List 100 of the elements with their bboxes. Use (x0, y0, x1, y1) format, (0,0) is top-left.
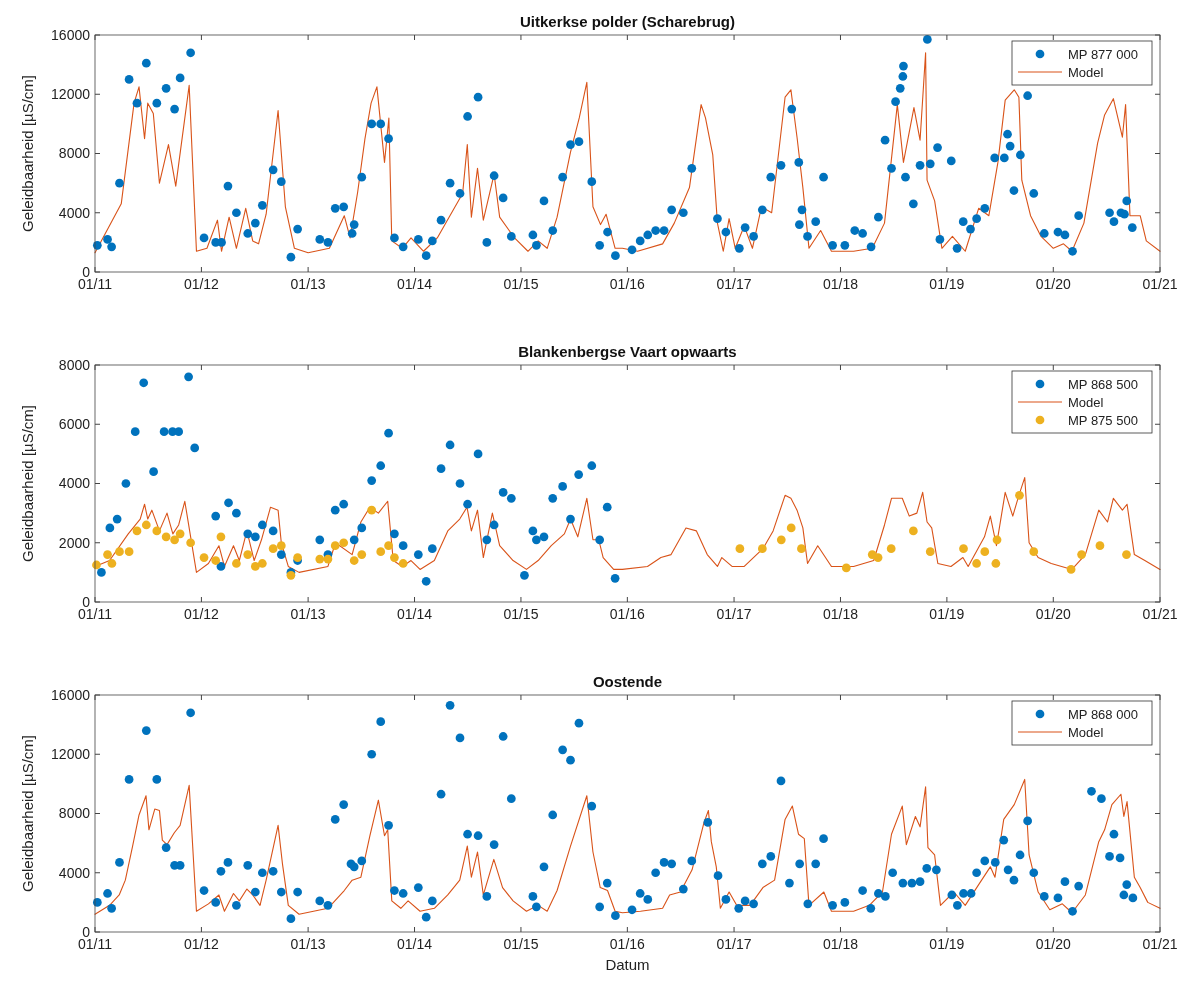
point (463, 499, 472, 509)
legend-label: Model (1068, 724, 1104, 740)
x-tick-label: 01/14 (397, 606, 433, 622)
point (610, 573, 620, 583)
point (357, 550, 367, 559)
y-tick-label: 8000 (58, 805, 91, 822)
point (121, 479, 131, 488)
x-tick-label: 01/15 (503, 606, 539, 622)
x-tick-label: 01/20 (1035, 606, 1072, 622)
point (330, 505, 340, 515)
point (174, 427, 184, 437)
point (132, 526, 142, 536)
y-tick-label: 12000 (51, 746, 91, 763)
x-tick-label: 01/16 (609, 936, 646, 952)
point (276, 541, 286, 551)
point (315, 554, 325, 564)
point (539, 532, 549, 542)
point (268, 526, 278, 536)
legend-label: MP 868 000 (1068, 706, 1138, 722)
point (528, 526, 538, 536)
y-tick-label: 16000 (51, 26, 91, 43)
point (520, 570, 529, 580)
y-tick-label: 8000 (58, 356, 91, 373)
point (141, 520, 151, 530)
point (595, 535, 605, 545)
x-tick-label: 01/21 (1142, 606, 1178, 622)
point (257, 559, 267, 568)
point (574, 470, 584, 479)
x-tick-label: 01/16 (609, 276, 646, 292)
point (152, 526, 162, 536)
point (124, 547, 134, 556)
x-tick-label: 01/13 (290, 606, 326, 622)
point (384, 541, 393, 551)
point (232, 559, 241, 568)
x-tick-label: 01/19 (929, 606, 965, 622)
x-tick-label: 01/19 (929, 936, 965, 952)
legend-label: Model (1068, 64, 1104, 80)
x-tick-label: 01/15 (503, 276, 539, 292)
point (1077, 550, 1086, 559)
x-tick-label: 01/16 (609, 606, 646, 622)
point (421, 576, 431, 586)
y-axis-title: Geleidbaarheid [µS/cm] (19, 404, 36, 563)
x-tick-label: 01/17 (716, 936, 752, 952)
point (315, 535, 325, 545)
point (959, 544, 968, 554)
point (211, 556, 221, 565)
point (357, 523, 367, 533)
point (199, 553, 209, 562)
point (506, 493, 516, 503)
x-tick-label: 01/21 (1142, 936, 1178, 952)
y-tick-label: 4000 (58, 864, 91, 881)
point (211, 511, 221, 521)
point (498, 488, 508, 497)
point (489, 520, 499, 530)
point (925, 547, 935, 556)
point (161, 532, 171, 542)
point (115, 547, 124, 556)
point (384, 428, 393, 438)
point (139, 378, 149, 388)
chart-title: Uitkerkse polder (Scharebrug) (519, 13, 736, 30)
y-tick-label: 2000 (58, 534, 91, 551)
point (250, 532, 260, 542)
point (149, 467, 158, 477)
point (216, 532, 226, 542)
y-axis-title: Geleidbaarheid [µS/cm] (19, 74, 36, 233)
y-tick-label: 8000 (58, 145, 91, 162)
point (232, 508, 241, 518)
point (97, 568, 106, 577)
point (1122, 550, 1131, 559)
point (1095, 541, 1105, 551)
point (105, 523, 115, 533)
point (250, 562, 260, 571)
point (268, 544, 278, 554)
point (786, 523, 796, 533)
point (548, 493, 558, 503)
point (257, 520, 267, 530)
chart-title: Blankenbergse Vaart opwaarts (518, 343, 737, 360)
point (323, 554, 333, 564)
point (482, 535, 492, 545)
x-tick-label: 01/20 (1035, 936, 1072, 952)
y-axis-title: Geleidbaarheid [µS/cm] (19, 734, 36, 893)
point (190, 443, 200, 453)
point (992, 535, 1002, 545)
x-tick-label: 01/19 (929, 276, 965, 292)
point (376, 547, 386, 556)
x-tick-label: 01/17 (716, 276, 752, 292)
point (398, 559, 408, 568)
point (436, 464, 446, 474)
x-tick-label: 01/21 (1142, 276, 1178, 292)
point (735, 544, 745, 554)
x-tick-label: 01/12 (183, 276, 220, 292)
point (908, 526, 918, 536)
point (367, 476, 377, 485)
y-tick-label: 12000 (51, 86, 91, 103)
point (566, 514, 575, 524)
point (473, 449, 483, 459)
point (376, 461, 386, 471)
point (186, 538, 195, 548)
point (602, 502, 612, 512)
x-axis-title: Datum (605, 956, 650, 973)
